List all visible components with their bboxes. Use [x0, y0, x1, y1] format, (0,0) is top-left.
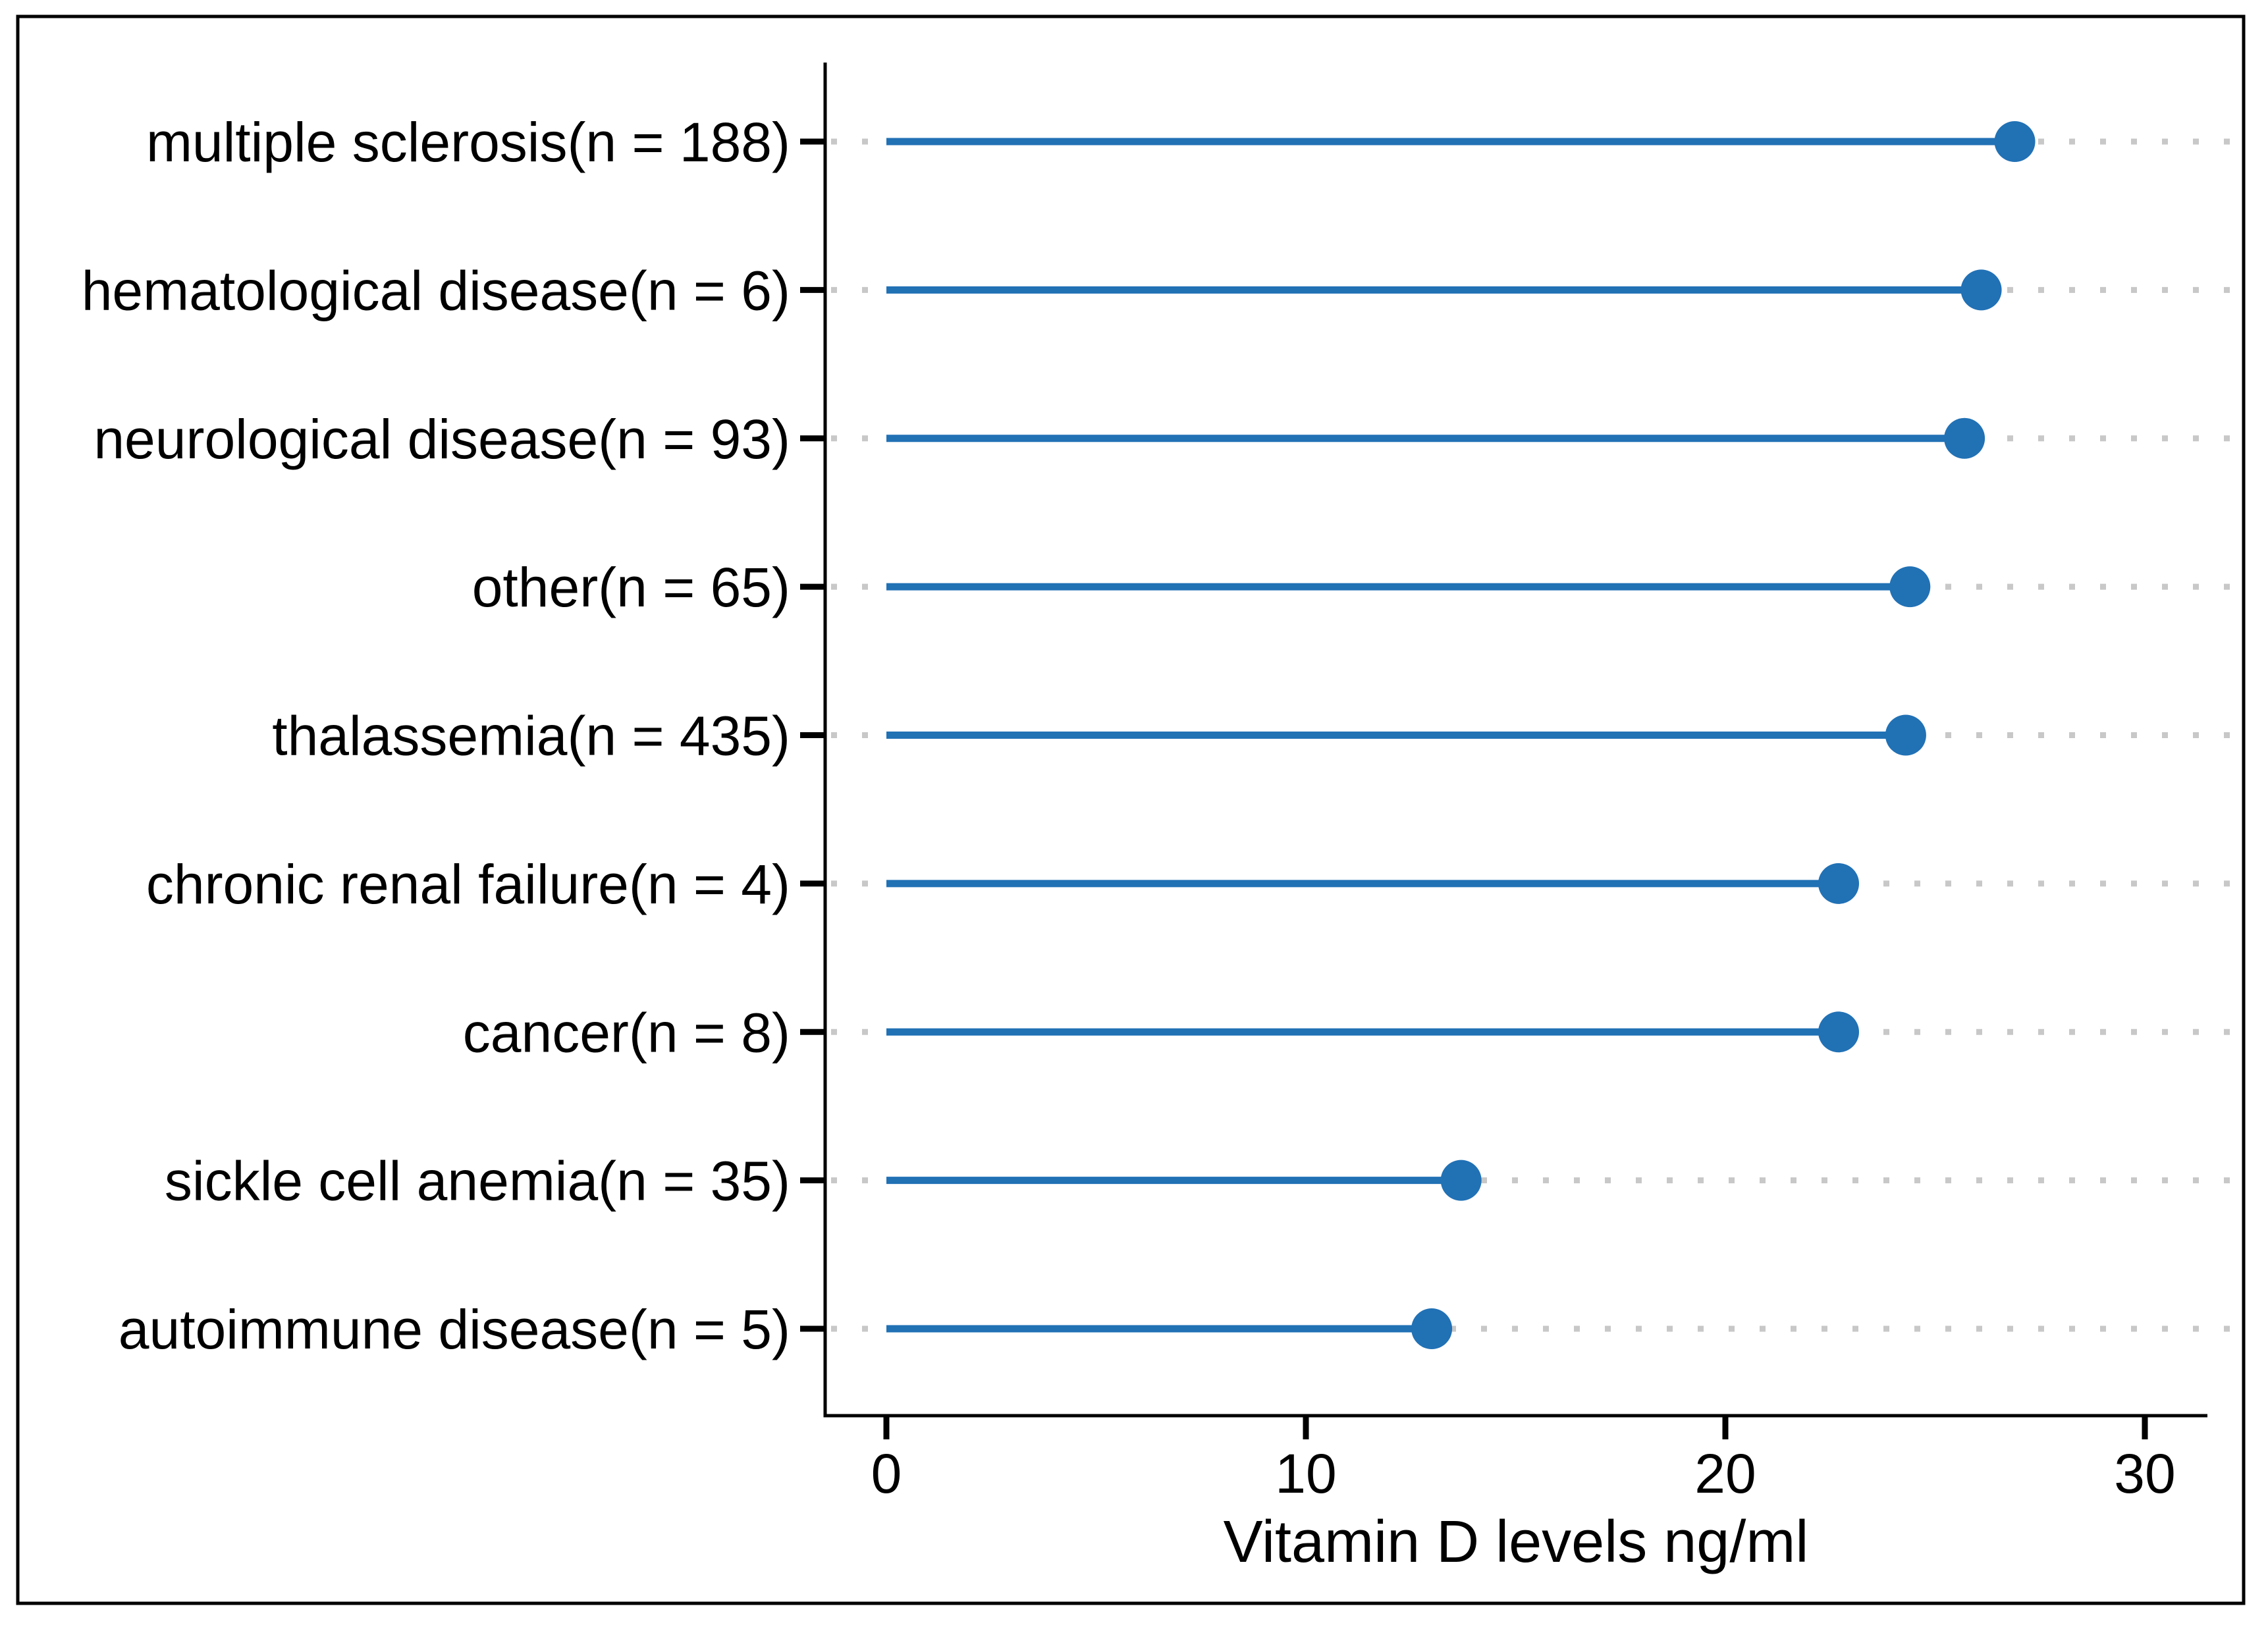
category-label: cancer(n = 8)	[463, 1001, 790, 1063]
x-tick-label: 10	[1275, 1443, 1336, 1505]
category-label: multiple sclerosis(n = 188)	[146, 111, 790, 173]
x-axis-layer: 0 10 20 30	[871, 1416, 2176, 1505]
lollipop-dot	[1885, 714, 1926, 756]
category-label: chronic renal failure(n = 4)	[146, 853, 790, 915]
category-label: hematological disease(n = 6)	[82, 259, 790, 321]
lollipop-dot	[1960, 269, 2002, 311]
lollipop-dot	[1944, 417, 1985, 459]
x-tick-label: 20	[1694, 1443, 1756, 1505]
category-label: thalassemia(n = 435)	[272, 705, 790, 767]
lollipop-dot	[1994, 121, 2036, 162]
x-axis-title: Vitamin D levels ng/ml	[1224, 1509, 1809, 1575]
lollipop-dot	[1889, 566, 1931, 608]
x-tick-label: 0	[871, 1443, 902, 1505]
rows-layer: multiple sclerosis(n = 188) hematological…	[82, 111, 2232, 1360]
category-label: neurological disease(n = 93)	[94, 408, 790, 470]
lollipop-dot	[1818, 1011, 1859, 1053]
lollipop-dot	[1411, 1308, 1453, 1349]
category-label: autoimmune disease(n = 5)	[119, 1298, 790, 1360]
x-tick-label: 30	[2114, 1443, 2175, 1505]
lollipop-dot	[1818, 863, 1859, 904]
figure-border	[16, 14, 2246, 1605]
category-label: other(n = 65)	[472, 556, 790, 618]
lollipop-dot	[1440, 1160, 1482, 1201]
category-label: sickle cell anemia(n = 35)	[165, 1150, 790, 1212]
